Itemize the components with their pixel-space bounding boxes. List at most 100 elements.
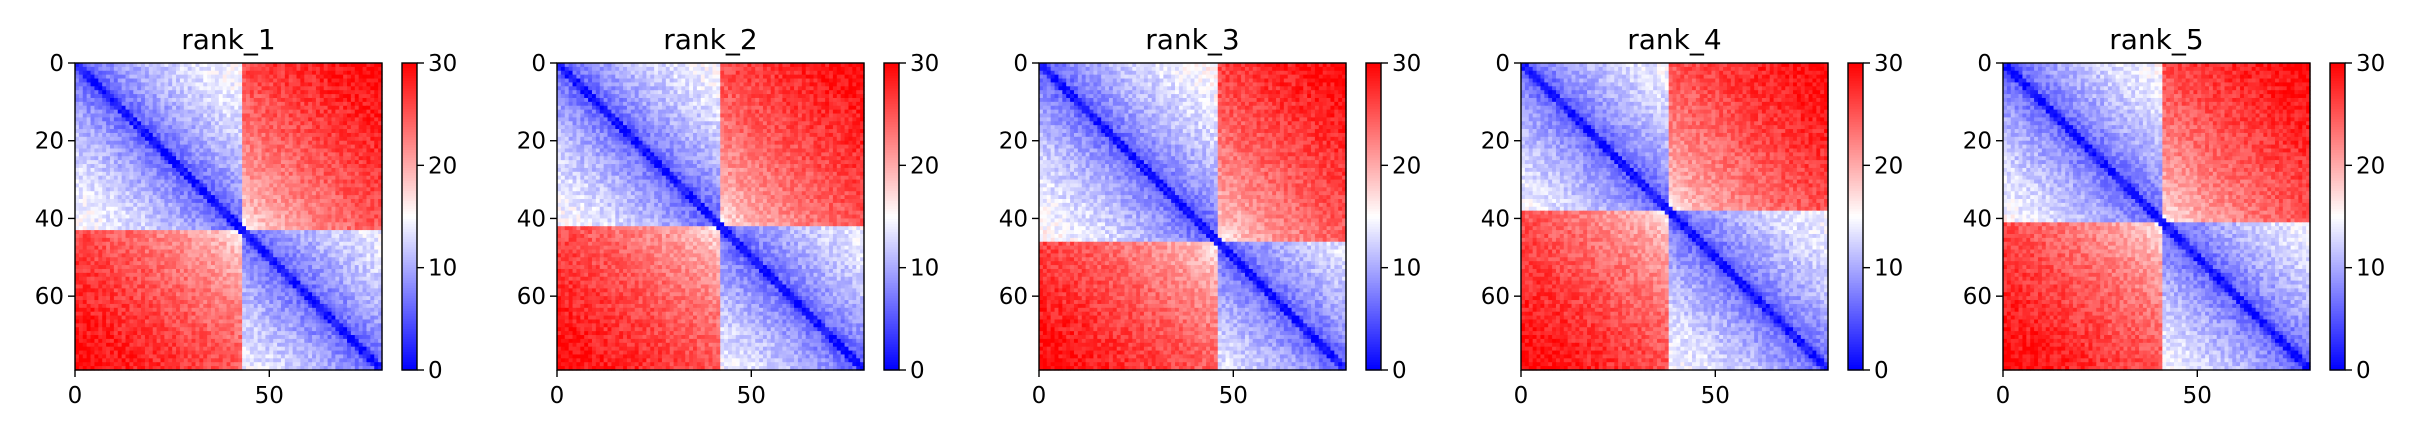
heatmap-cell bbox=[160, 148, 165, 153]
heatmap-cell bbox=[176, 183, 181, 188]
heatmap-cell bbox=[102, 222, 107, 227]
heatmap-cell bbox=[176, 164, 181, 169]
heatmap-cell bbox=[304, 284, 309, 289]
heatmap-cell bbox=[152, 284, 158, 289]
heatmap-cell bbox=[191, 125, 197, 130]
heatmap-cell bbox=[195, 113, 200, 119]
heatmap-cell bbox=[347, 237, 352, 243]
heatmap-cell bbox=[121, 74, 127, 80]
heatmap-cell bbox=[179, 222, 185, 227]
heatmap-cell bbox=[253, 70, 259, 76]
heatmap-cell bbox=[183, 164, 189, 169]
heatmap-cell bbox=[280, 292, 286, 297]
heatmap-cell bbox=[312, 268, 317, 274]
heatmap-cell bbox=[109, 253, 115, 258]
heatmap-cell bbox=[109, 152, 115, 157]
heatmap-cell bbox=[137, 187, 142, 192]
heatmap-cell bbox=[277, 261, 282, 266]
heatmap-cell bbox=[148, 125, 154, 130]
heatmap-cell bbox=[203, 292, 208, 297]
heatmap-cell bbox=[304, 66, 309, 72]
heatmap-cell bbox=[284, 129, 290, 134]
heatmap-cell bbox=[90, 257, 96, 262]
heatmap-cell bbox=[273, 237, 278, 243]
heatmap-cell bbox=[273, 136, 278, 142]
heatmap-cell bbox=[366, 101, 371, 107]
heatmap-cell bbox=[358, 101, 364, 107]
heatmap-cell bbox=[354, 300, 360, 305]
heatmap-cell bbox=[280, 210, 286, 216]
heatmap-cell bbox=[261, 183, 267, 188]
heatmap-cell bbox=[327, 191, 333, 196]
heatmap-cell bbox=[168, 237, 173, 243]
heatmap-cell bbox=[218, 296, 224, 301]
heatmap-cell bbox=[343, 253, 348, 258]
heatmap-cell bbox=[75, 82, 80, 87]
heatmap-cell bbox=[164, 125, 169, 130]
heatmap-cell bbox=[354, 265, 360, 270]
heatmap-cell bbox=[75, 97, 80, 103]
heatmap-cell bbox=[242, 156, 247, 161]
heatmap-cell bbox=[168, 66, 173, 72]
heatmap-cell bbox=[94, 280, 99, 286]
heatmap-cell bbox=[280, 167, 286, 173]
heatmap-cell bbox=[350, 284, 356, 289]
heatmap-cell bbox=[199, 148, 204, 153]
heatmap-cell bbox=[144, 276, 150, 282]
heatmap-cell bbox=[354, 97, 360, 103]
heatmap-cell bbox=[280, 129, 286, 134]
heatmap-cell bbox=[129, 245, 134, 251]
heatmap-cell bbox=[195, 226, 200, 231]
heatmap-cell bbox=[218, 66, 224, 72]
heatmap-cell bbox=[362, 171, 368, 177]
heatmap-cell bbox=[323, 303, 329, 309]
heatmap-cell bbox=[312, 117, 317, 122]
heatmap-cell bbox=[257, 109, 263, 115]
heatmap-cell bbox=[222, 288, 228, 293]
heatmap-cell bbox=[292, 136, 298, 142]
heatmap-cell bbox=[234, 183, 239, 188]
heatmap-cell bbox=[183, 191, 189, 196]
heatmap-cell bbox=[284, 292, 290, 297]
heatmap-cell bbox=[195, 97, 200, 103]
heatmap-cell bbox=[160, 140, 165, 146]
heatmap-cell bbox=[214, 132, 220, 138]
heatmap-cell bbox=[300, 202, 305, 208]
heatmap-cell bbox=[327, 187, 333, 192]
heatmap-cell bbox=[292, 253, 298, 258]
heatmap-cell bbox=[308, 125, 313, 130]
heatmap-cell bbox=[144, 249, 150, 255]
heatmap-cell bbox=[378, 218, 383, 223]
heatmap-cell bbox=[144, 257, 150, 262]
heatmap-cell bbox=[378, 268, 383, 274]
heatmap-cell bbox=[137, 300, 142, 305]
heatmap-cell bbox=[106, 307, 111, 313]
heatmap-cell bbox=[94, 164, 99, 169]
heatmap-cell bbox=[156, 94, 162, 99]
heatmap-cell bbox=[312, 249, 317, 255]
heatmap-cell bbox=[257, 94, 263, 99]
heatmap-cell bbox=[292, 202, 298, 208]
heatmap-cell bbox=[102, 66, 107, 72]
heatmap-cell bbox=[370, 74, 375, 80]
heatmap-cell bbox=[257, 199, 263, 204]
heatmap-cell bbox=[238, 97, 243, 103]
heatmap-cell bbox=[284, 136, 290, 142]
heatmap-cell bbox=[284, 63, 290, 68]
heatmap-cell bbox=[257, 202, 263, 208]
heatmap-cell bbox=[168, 105, 173, 111]
heatmap-cell bbox=[203, 164, 208, 169]
heatmap-cell bbox=[160, 82, 165, 87]
heatmap-cell bbox=[226, 94, 232, 99]
heatmap-cell bbox=[117, 300, 123, 305]
heatmap-cell bbox=[315, 175, 321, 181]
heatmap-cell bbox=[191, 90, 197, 95]
heatmap-cell bbox=[168, 276, 173, 282]
heatmap-cell bbox=[265, 237, 270, 243]
heatmap-cell bbox=[238, 300, 243, 305]
heatmap-cell bbox=[133, 249, 138, 255]
heatmap-cell bbox=[370, 82, 375, 87]
heatmap-cell bbox=[308, 78, 313, 84]
heatmap-cell bbox=[168, 82, 173, 87]
heatmap-cell bbox=[179, 206, 185, 212]
